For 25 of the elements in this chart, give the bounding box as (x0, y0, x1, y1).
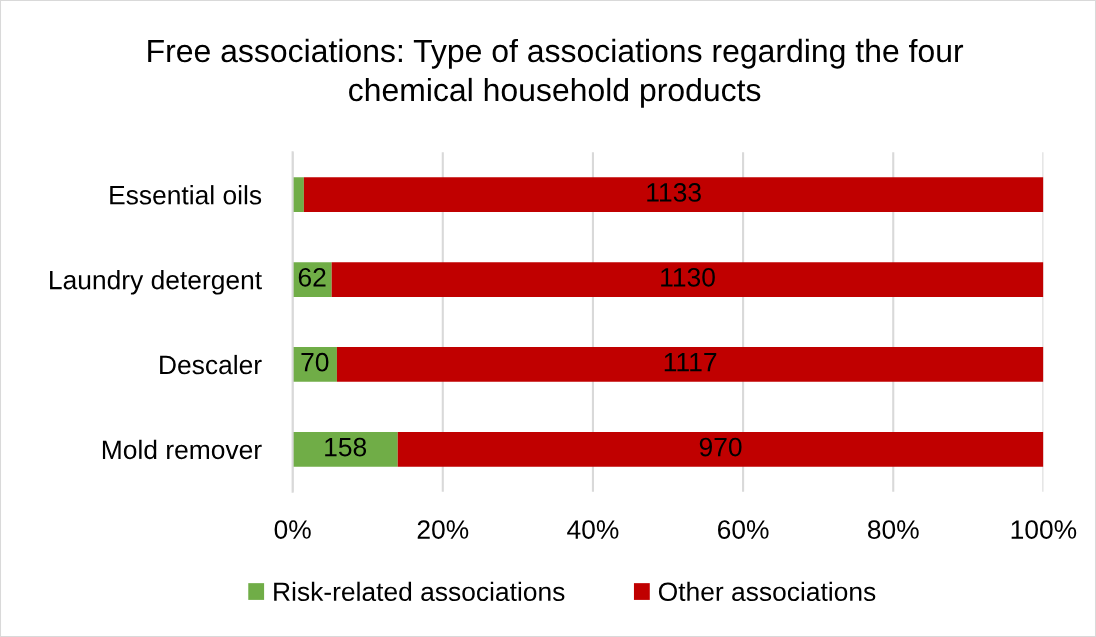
x-tick-label: 40% (567, 520, 619, 539)
bar (331, 262, 1044, 297)
chart-title: Free associations: Type of associations regarding the four chemical household products (148, 38, 964, 108)
annotation: 158 (325, 437, 367, 457)
y-tick-label: Laundry detergent (50, 270, 262, 295)
bar (336, 347, 1044, 382)
x-tick-label: 60% (718, 520, 769, 539)
x-tick-label: 0% (274, 520, 311, 539)
annotation: 970 (699, 437, 742, 457)
x-tick-label: 20% (417, 520, 469, 539)
x-tick-label: 80% (867, 520, 919, 539)
annotation: 70 (301, 352, 329, 372)
legend-label: Risk-related associations (274, 581, 565, 602)
bar (292, 431, 398, 467)
bar (397, 431, 1044, 467)
y-tick-label: Mold remover (102, 439, 262, 460)
annotation: 1130 (661, 267, 715, 287)
y-tick-label: Essential oils (110, 185, 262, 205)
annotation: 1133 (647, 183, 701, 202)
x-tick-label: 100% (1011, 520, 1077, 539)
annotation: 62 (298, 267, 326, 287)
y-tick-label: Descaler (160, 354, 262, 375)
annotation: 1117 (664, 353, 717, 372)
legend-label: Other associations (658, 581, 876, 602)
bar (303, 177, 1044, 213)
